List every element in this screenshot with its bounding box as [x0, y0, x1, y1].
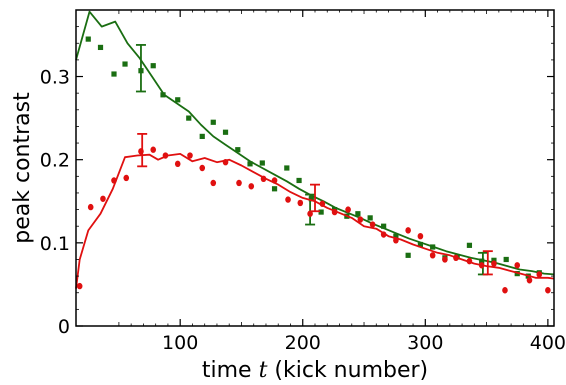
series-0-point-6 [160, 92, 166, 98]
series-1-point-38 [536, 271, 543, 278]
series-0-point-10 [210, 119, 216, 125]
series-0-point-9 [199, 133, 205, 139]
series-1-point-21 [331, 208, 338, 216]
series-1-point-37 [526, 277, 533, 284]
series-0-point-0 [85, 36, 91, 42]
series-0-point-5 [150, 63, 156, 69]
series-0-point-2 [111, 71, 117, 77]
series-0-point-16 [284, 165, 290, 171]
series-0-point-27 [417, 241, 424, 248]
series-1-point-23 [357, 216, 364, 223]
y-tick-label: 0.3 [40, 67, 70, 89]
series-0-point-23 [367, 215, 373, 221]
x-tick-label: 100 [162, 332, 198, 354]
series-1-point-2 [100, 195, 106, 202]
series-1-point-11 [210, 179, 217, 187]
series-0-point-8 [186, 115, 192, 121]
series-0-point-25 [393, 233, 399, 239]
series-1-point-25 [380, 231, 387, 238]
series-0-point-24 [381, 223, 387, 229]
x-tick-label: 300 [407, 332, 443, 354]
series-1-point-33 [478, 262, 485, 269]
series-1-point-7 [162, 152, 169, 159]
series-1-point-24 [369, 221, 376, 228]
series-1-point-16 [271, 177, 278, 184]
series-1-point-15 [260, 175, 267, 183]
series-0-point-14 [259, 160, 265, 166]
series-1-point-8 [174, 160, 181, 168]
series-1-point-9 [187, 152, 193, 159]
y-tick-label: 0.1 [40, 233, 70, 255]
series-1-point-27 [405, 227, 411, 234]
series-1-point-32 [466, 257, 473, 265]
series-1-point-29 [429, 252, 436, 259]
series-1-point-31 [453, 254, 459, 262]
series-1-point-30 [442, 256, 448, 263]
series-1-error-bar-1 [310, 183, 320, 213]
axis-ticks: 100 200 300 400 0 0.1 0.2 0.3 [40, 10, 566, 354]
y-tick-label: 0.2 [40, 150, 70, 172]
series-0-point-3 [122, 61, 128, 67]
series-0-point-28 [430, 244, 436, 250]
x-tick-label: 400 [530, 332, 566, 354]
series-1-point-28 [417, 232, 424, 240]
series-1-point-0 [76, 282, 83, 290]
series-1-point-13 [236, 179, 242, 187]
x-tick-label: 200 [285, 332, 321, 354]
plot-frame [75, 9, 555, 327]
series-1-point-6 [150, 146, 157, 153]
series-0-point-32 [479, 258, 485, 264]
series-0-point-13 [247, 161, 253, 167]
series-0-point-1 [97, 44, 104, 51]
series-1-point-10 [199, 164, 206, 172]
series-1-point-4 [123, 174, 130, 182]
series-1-point-34 [491, 260, 497, 267]
series-0-point-31 [466, 242, 473, 248]
series-0-point-17 [296, 177, 302, 184]
series-1-point-26 [393, 237, 399, 244]
plot-data [75, 10, 555, 294]
series-0-point-18 [308, 196, 314, 202]
series-1-point-22 [345, 206, 351, 213]
series-0-point-15 [271, 186, 278, 192]
series-1-point-14 [248, 183, 255, 190]
series-1-point-3 [111, 177, 117, 184]
y-tick-label: 0 [58, 316, 70, 338]
series-0-point-11 [222, 129, 229, 135]
series-0-error-bar-0 [135, 44, 146, 93]
series-0-point-33 [491, 257, 497, 263]
series-0-line [75, 10, 555, 276]
series-0-point-12 [235, 147, 241, 153]
y-axis-label: peak contrast [10, 92, 35, 244]
series-1-point-1 [87, 203, 94, 211]
series-1-point-20 [319, 200, 326, 207]
x-axis-label: time t (kick number) [202, 358, 428, 383]
series-0-point-19 [318, 209, 324, 215]
series-1-point-35 [502, 287, 508, 294]
series-0-point-34 [503, 256, 509, 263]
series-1-point-36 [514, 262, 521, 269]
series-1-point-18 [297, 199, 304, 207]
series-1-error-bar-0 [137, 133, 148, 168]
series-1-point-17 [285, 196, 291, 203]
series-0-point-22 [355, 211, 361, 217]
series-1-point-12 [222, 158, 229, 166]
series-0-point-7 [175, 97, 181, 103]
series-0-point-26 [405, 252, 411, 258]
series-1-error-bar-2 [482, 250, 493, 276]
series-1-point-39 [545, 287, 551, 294]
series-1-line [75, 153, 555, 289]
